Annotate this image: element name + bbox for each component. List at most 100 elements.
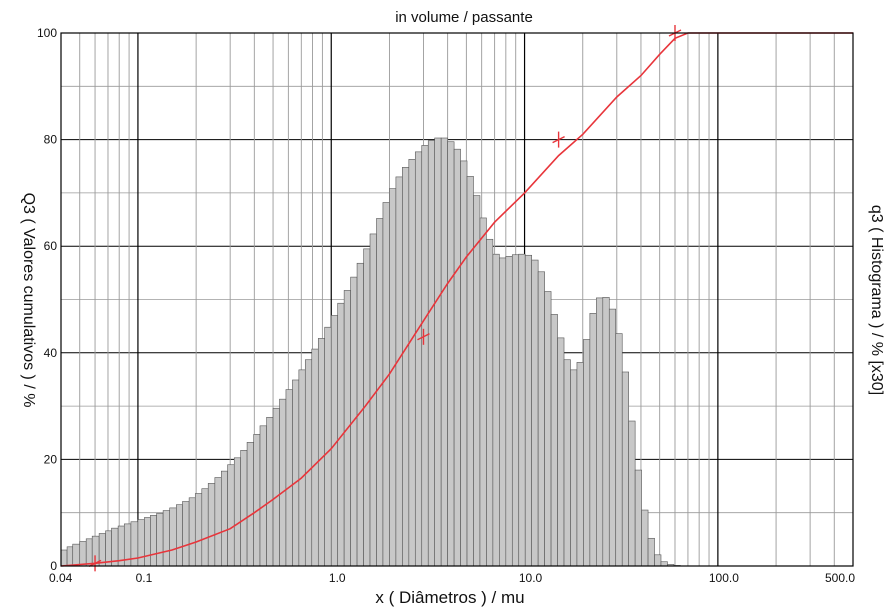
- histogram-bar: [447, 141, 455, 567]
- histogram-bar: [414, 151, 423, 567]
- histogram-bar: [156, 512, 164, 567]
- histogram-bar: [72, 543, 81, 567]
- histogram-bar: [402, 167, 410, 567]
- histogram-bar: [589, 313, 597, 567]
- histogram-bar: [85, 538, 93, 567]
- y-tick-label: 60: [44, 239, 58, 253]
- histogram-bar: [272, 407, 280, 567]
- histogram-bar: [647, 537, 655, 567]
- histogram-bar: [246, 442, 254, 567]
- histogram-bar: [499, 257, 507, 567]
- x-tick-labels: 0.04 0.1 1.0 10.0 100.0 500.0: [49, 571, 855, 585]
- histogram-bar: [408, 159, 416, 567]
- y-axis-label-left: Q3 ( Valores cumulativos ) / %: [20, 193, 37, 408]
- histogram-bar: [615, 333, 623, 567]
- x-tick-label: 0.04: [49, 571, 73, 585]
- histogram-bar: [511, 254, 520, 567]
- histogram-bar: [550, 314, 558, 567]
- histogram-bar: [628, 420, 636, 567]
- histogram-bar: [182, 501, 190, 567]
- histogram-bar: [634, 469, 642, 567]
- histogram-bar: [602, 297, 610, 567]
- y-tick-label: 20: [44, 452, 58, 466]
- histogram-bar: [563, 359, 571, 567]
- y-tick-label: 80: [44, 133, 58, 147]
- y-axis-label-right: q3 ( Histograma ) / % [x30]: [868, 205, 885, 395]
- histogram-bar: [266, 416, 274, 567]
- histogram-bar: [194, 493, 203, 567]
- y-tick-label: 100: [37, 26, 57, 40]
- histogram-bar: [389, 188, 397, 567]
- x-tick-label: 1.0: [329, 571, 346, 585]
- histogram-bar: [427, 140, 436, 567]
- plot-frame: [60, 32, 854, 567]
- histogram-bar: [557, 337, 565, 567]
- histogram-bar: [453, 148, 461, 567]
- histogram-bar: [660, 561, 668, 567]
- x-axis-label: x ( Diâmetros ) / mu: [375, 588, 524, 607]
- histogram-bar: [298, 369, 306, 567]
- histogram-bar: [311, 348, 319, 567]
- histogram-bar: [214, 477, 222, 567]
- histogram-bar: [201, 488, 209, 567]
- histogram-bar: [570, 369, 578, 567]
- histogram-bar: [240, 450, 248, 567]
- histogram-bar: [395, 176, 403, 567]
- histogram-bar: [505, 256, 513, 567]
- y-tick-labels: 0 20 40 60 80 100: [37, 26, 57, 573]
- histogram-bar: [233, 457, 241, 567]
- x-tick-label: 100.0: [709, 571, 739, 585]
- histogram-bar: [369, 233, 377, 567]
- y-tick-label: 0: [50, 559, 57, 573]
- chart-title: in volume / passante: [395, 9, 533, 26]
- histogram-bar: [596, 297, 604, 567]
- histogram-bar: [460, 160, 468, 567]
- histogram-bar: [576, 362, 584, 567]
- histogram-bar: [583, 339, 591, 567]
- histogram-bar: [382, 202, 390, 567]
- histogram-bar: [150, 515, 157, 567]
- histogram-bar: [524, 254, 532, 567]
- x-tick-label: 0.1: [136, 571, 153, 585]
- histogram-bar: [518, 253, 526, 567]
- y-tick-label: 40: [44, 346, 58, 360]
- histogram-bar: [105, 530, 112, 567]
- histogram-bar: [279, 398, 287, 567]
- histogram-bar: [285, 389, 293, 567]
- histogram-bar: [486, 238, 494, 567]
- histogram-bar: [259, 425, 267, 567]
- histogram-bar: [466, 176, 474, 567]
- x-tick-label: 500.0: [825, 571, 855, 585]
- histogram-bar: [188, 497, 196, 567]
- histogram-bar: [253, 434, 261, 567]
- cumulative-curve: [60, 32, 853, 567]
- cumulative-marker: [417, 328, 430, 345]
- histogram-bar: [144, 517, 151, 567]
- histogram-bar: [608, 308, 617, 567]
- cumulative-marker: [552, 131, 565, 148]
- histogram-bar: [292, 379, 300, 567]
- histogram-bar: [221, 470, 228, 567]
- histogram-bar: [324, 326, 332, 567]
- histogram-bar: [169, 507, 177, 567]
- histogram-bar: [317, 338, 325, 567]
- histogram-bar: [376, 218, 384, 567]
- histogram-bar: [66, 546, 74, 567]
- x-tick-label: 10.0: [519, 571, 543, 585]
- histogram-bar: [621, 371, 629, 567]
- histogram-bar: [473, 195, 481, 567]
- histogram-bars: [60, 137, 681, 567]
- histogram-bar: [544, 291, 552, 567]
- histogram-bar: [537, 271, 545, 567]
- histogram-bar: [227, 464, 235, 567]
- histogram-bar: [434, 137, 442, 567]
- histogram-bar: [421, 145, 429, 567]
- histogram-bar: [654, 554, 662, 567]
- histogram-bar: [137, 519, 145, 567]
- histogram-bar: [60, 549, 68, 567]
- histogram-bar: [440, 137, 448, 567]
- histogram-bar: [531, 259, 539, 567]
- cumulative-marker: [88, 555, 102, 572]
- histogram-bar: [492, 253, 500, 567]
